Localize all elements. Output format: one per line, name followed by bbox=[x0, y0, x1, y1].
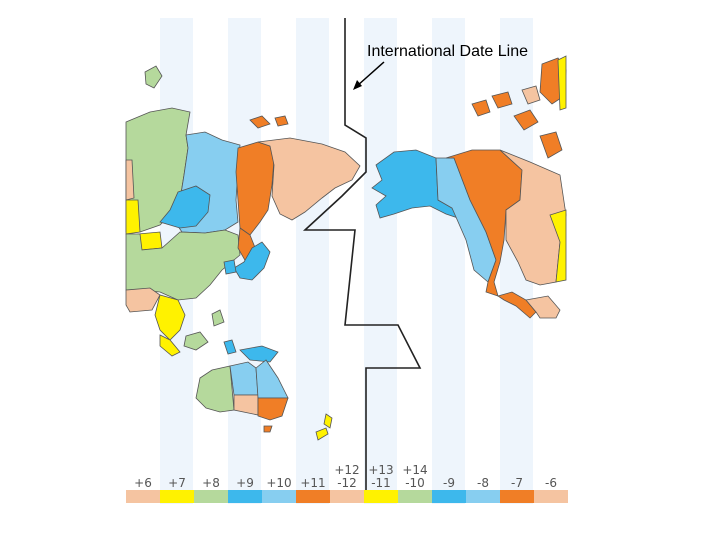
new-zealand bbox=[315, 413, 333, 441]
legend-label: +6 bbox=[134, 476, 152, 490]
region-lightblue-qld bbox=[255, 359, 289, 399]
region-peach-west bbox=[125, 159, 135, 201]
australia bbox=[195, 359, 333, 441]
legend-swatch bbox=[500, 490, 534, 503]
region-hatched-india bbox=[125, 287, 161, 313]
arctic-islands bbox=[471, 55, 567, 159]
legend-label-secondary: -10 bbox=[405, 476, 425, 490]
legend-swatch bbox=[330, 490, 364, 503]
date-line-label: International Date Line bbox=[367, 43, 528, 60]
legend-label: +8 bbox=[202, 476, 220, 490]
region-yellow-seasia bbox=[154, 294, 186, 341]
date-line bbox=[302, 18, 422, 496]
asia-landmass bbox=[125, 107, 361, 341]
asian-islands bbox=[144, 65, 289, 363]
legend-swatch bbox=[194, 490, 228, 503]
legend-label: +14 bbox=[402, 463, 427, 477]
region-darkblue-asia bbox=[159, 185, 211, 229]
legend-swatch bbox=[432, 490, 466, 503]
legend-swatch bbox=[296, 490, 330, 503]
region-green-wa bbox=[195, 365, 235, 413]
japan bbox=[223, 241, 271, 281]
legend-swatch bbox=[262, 490, 296, 503]
region-yellow-east bbox=[549, 209, 567, 283]
legend-label: -8 bbox=[477, 476, 489, 490]
date-line-annotation: International Date Line bbox=[353, 43, 528, 90]
region-peach-central bbox=[499, 149, 567, 286]
legend-swatch bbox=[160, 490, 194, 503]
region-orange-mexico bbox=[497, 291, 537, 319]
timezone-legend: +6 +7 +8 +9 +10 +11 +12-12 +13-11 +14-10 -9 -8 -7 -6 bbox=[126, 463, 568, 503]
legend-swatch bbox=[534, 490, 568, 503]
legend-label-secondary: -12 bbox=[337, 476, 357, 490]
region-hatched-nt bbox=[229, 361, 259, 396]
legend-label: -7 bbox=[511, 476, 523, 490]
legend-swatch bbox=[126, 490, 160, 503]
region-yellow-west bbox=[125, 199, 141, 235]
legend-label: -9 bbox=[443, 476, 455, 490]
region-orange-nsw bbox=[257, 397, 289, 421]
legend-label: -6 bbox=[545, 476, 557, 490]
legend-label: +10 bbox=[266, 476, 291, 490]
legend-label-secondary: -11 bbox=[371, 476, 391, 490]
region-alaska bbox=[371, 149, 459, 219]
legend-label: +7 bbox=[168, 476, 186, 490]
legend-swatch bbox=[398, 490, 432, 503]
region-orange-fareast bbox=[235, 141, 275, 236]
legend-label: +13 bbox=[368, 463, 393, 477]
region-peach-chukotka bbox=[257, 137, 361, 221]
legend-swatch bbox=[228, 490, 262, 503]
legend-swatch bbox=[364, 490, 398, 503]
north-america bbox=[371, 149, 567, 319]
legend-label: +9 bbox=[236, 476, 254, 490]
legend-label: +12 bbox=[334, 463, 359, 477]
legend-label: +11 bbox=[300, 476, 325, 490]
legend-swatch bbox=[466, 490, 500, 503]
